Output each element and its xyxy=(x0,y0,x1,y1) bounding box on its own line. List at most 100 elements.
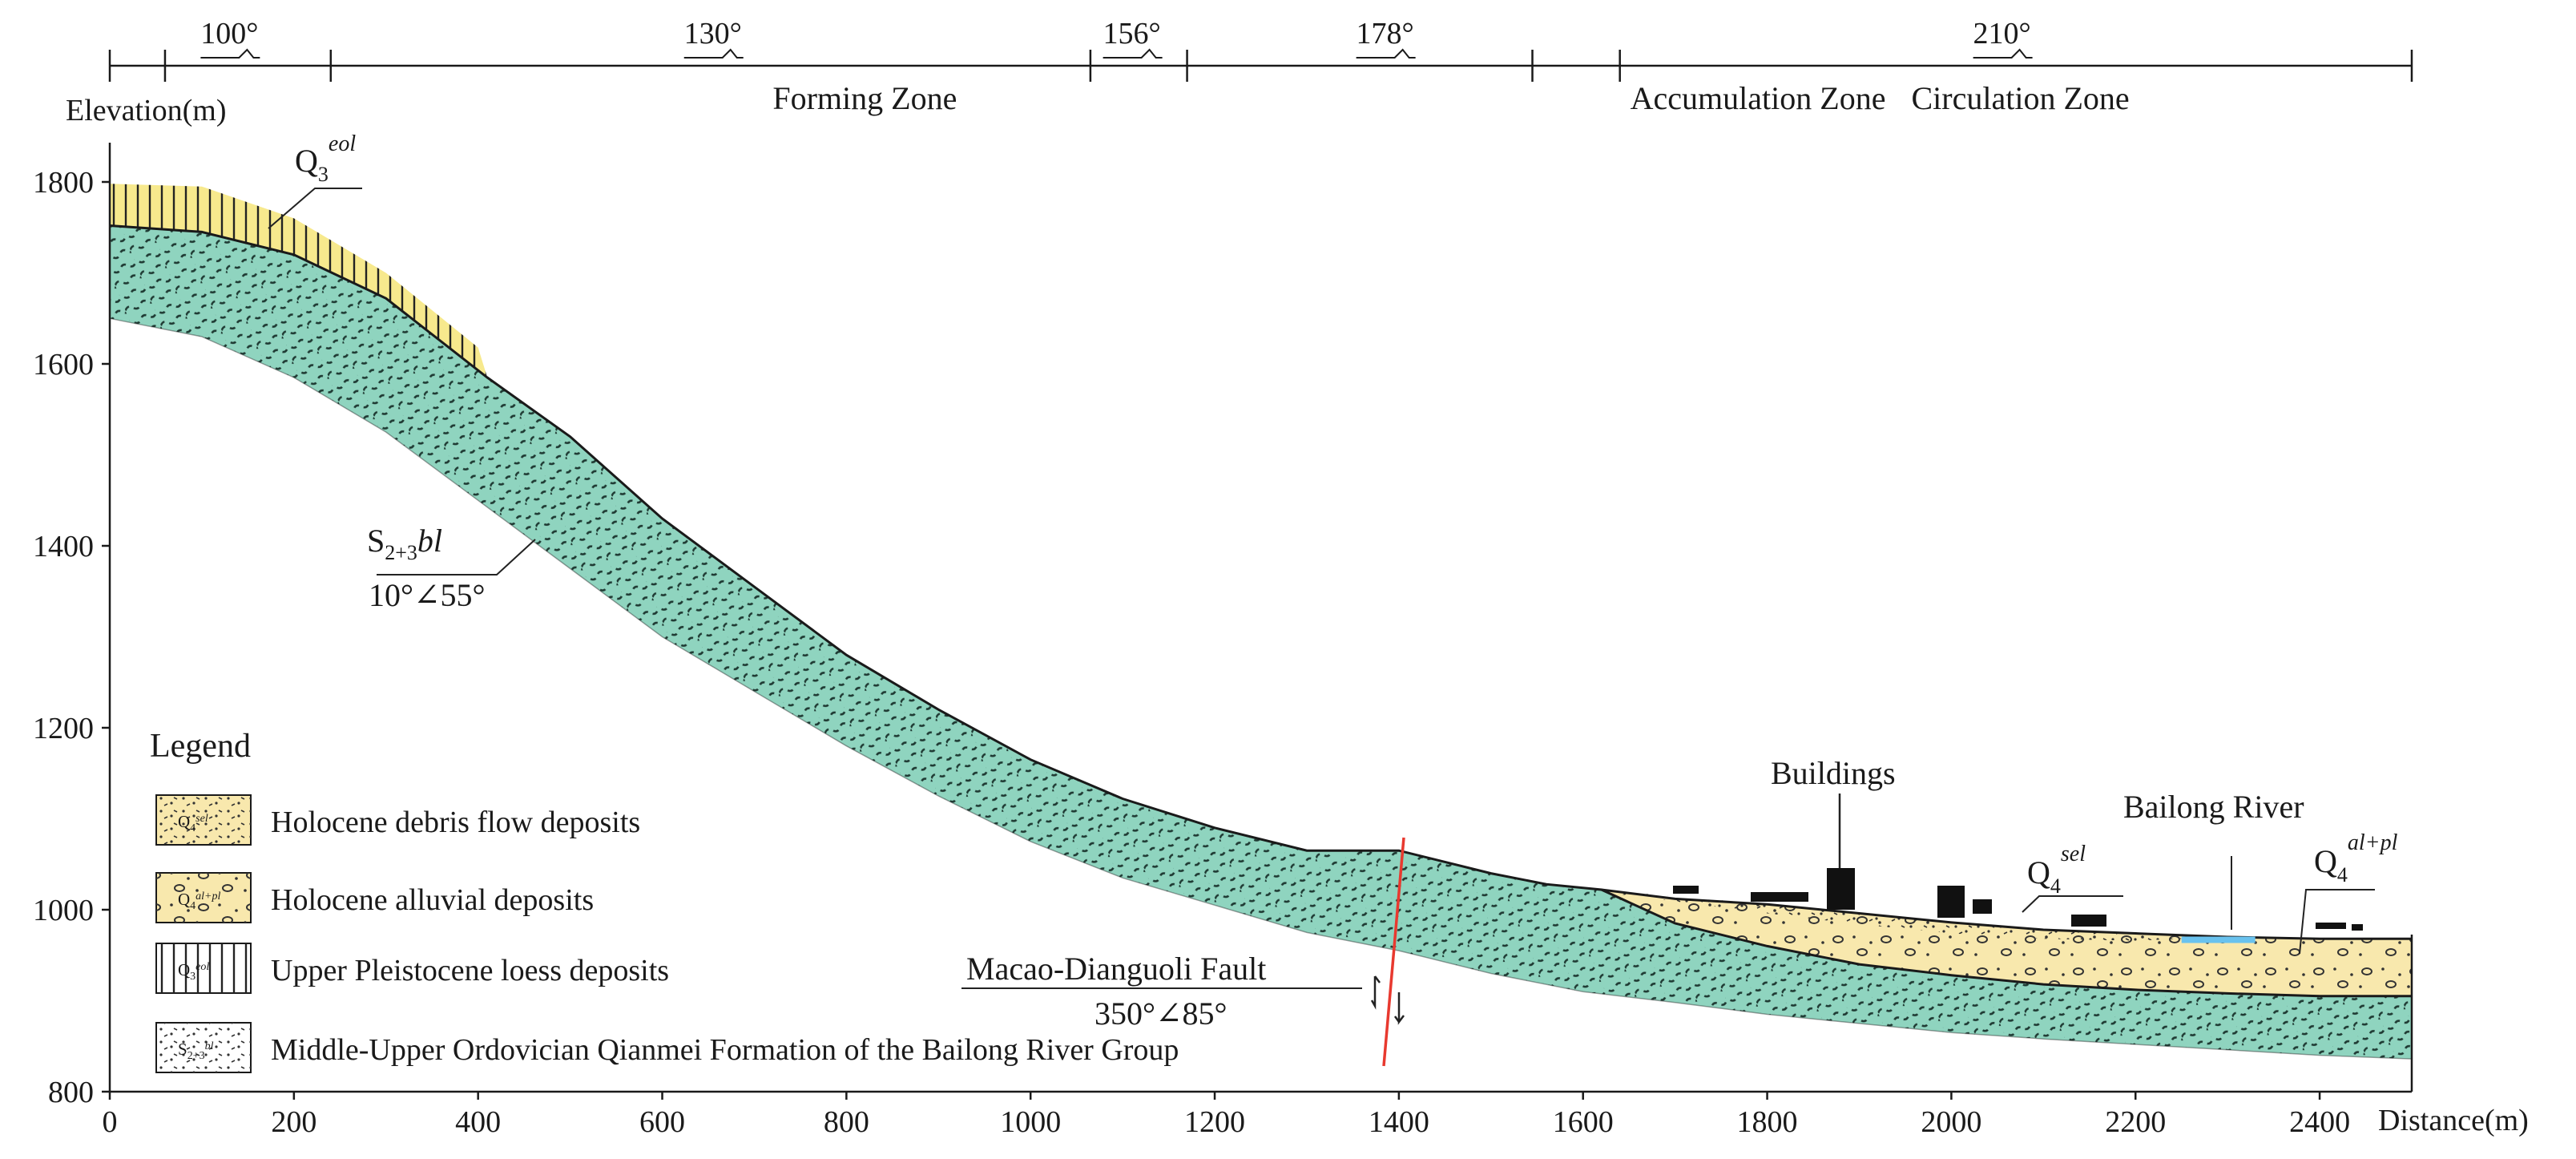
label-base: Q xyxy=(2314,843,2337,879)
code-sub: 4 xyxy=(190,822,196,834)
x-tick-label: 1400 xyxy=(1369,1105,1429,1139)
x-tick-label: 2000 xyxy=(1921,1105,1981,1139)
annotations: Q3eol S2+3bl 10°∠55° Buildings Q4sel Bai… xyxy=(268,131,2398,1032)
slope-angle-symbol xyxy=(1356,48,1416,59)
loess-leader-line xyxy=(268,188,362,229)
strata-layers xyxy=(109,184,2413,1060)
legend-swatch-code: Q3eol xyxy=(178,960,209,983)
slope-angle-label: 156° xyxy=(1103,17,1161,50)
x-axis-ticks: 0 200 400 600 800 1000 1200 1400 1600 1800 2000 220… xyxy=(103,1092,2350,1139)
bedrock-attitude: 10°∠55° xyxy=(369,577,486,613)
x-tick-label: 2200 xyxy=(2105,1105,2166,1139)
code-base: Q xyxy=(178,812,190,831)
buildings-group xyxy=(1673,868,2363,931)
x-tick-label: 1200 xyxy=(1184,1105,1245,1139)
x-tick-label: 1600 xyxy=(1553,1105,1614,1139)
x-tick-label: 1800 xyxy=(1737,1105,1798,1139)
fault-motion-arrow xyxy=(1393,992,1405,1025)
code-sub: 3 xyxy=(190,971,196,983)
building xyxy=(1673,886,1699,894)
slope-angle-symbol xyxy=(1973,48,2033,59)
legend-swatch-pattern xyxy=(156,1023,251,1072)
fault-attitude-label: 350°∠85° xyxy=(1094,995,1228,1032)
legend-swatch-code: Q4al+pl xyxy=(178,890,221,912)
zone-label: Accumulation Zone xyxy=(1631,80,1886,116)
y-tick-label: 1800 xyxy=(33,166,94,200)
x-tick-label: 1000 xyxy=(1000,1105,1061,1139)
alluvial-leader-line xyxy=(2299,889,2375,955)
y-axis-ticks: 800 1000 1200 1400 1600 1800 xyxy=(33,166,110,1109)
label-base: Q xyxy=(295,143,318,179)
legend-description: Holocene debris flow deposits xyxy=(271,806,640,839)
legend-swatch-pattern xyxy=(156,873,251,923)
label-sub: 2+3 xyxy=(385,541,417,564)
building xyxy=(1827,868,1855,910)
code-sub: 4 xyxy=(190,900,196,912)
river-label: Bailong River xyxy=(2123,789,2304,825)
buildings-label: Buildings xyxy=(1771,755,1896,791)
code-sup: sel xyxy=(196,813,208,825)
code-base: Q xyxy=(178,960,190,979)
debris-leader-line xyxy=(2022,895,2123,913)
x-axis-label: Distance(m) xyxy=(2378,1104,2529,1137)
legend-items: Q4sel Holocene debris flow depositsQ4al+p… xyxy=(155,794,1179,1073)
code-base: Q xyxy=(178,890,190,909)
slope-angle-symbol xyxy=(200,48,260,59)
slope-angle-label: 100° xyxy=(200,17,258,50)
label-base: Q xyxy=(2027,854,2050,890)
bedrock-contact-line xyxy=(109,224,2412,998)
legend-description: Holocene alluvial deposits xyxy=(271,883,594,917)
x-tick-label: 2400 xyxy=(2289,1105,2350,1139)
label-sup: sel xyxy=(2061,842,2086,866)
slope-angle-label: 178° xyxy=(1357,17,1414,50)
bedrock-hatch xyxy=(110,225,2412,1060)
building xyxy=(1751,892,1808,902)
legend-description: Middle-Upper Ordovician Qianmei Formatio… xyxy=(271,1033,1179,1067)
building xyxy=(2352,924,2363,931)
legend-swatch-code: S2+3bl xyxy=(178,1040,214,1062)
bedrock-leader-line xyxy=(377,539,536,575)
zone-label: Circulation Zone xyxy=(1912,80,2130,116)
legend-swatch-code: Q4sel xyxy=(178,812,208,834)
label-sup: al+pl xyxy=(2348,830,2398,855)
zone-label: Forming Zone xyxy=(772,80,957,116)
x-tick-label: 600 xyxy=(639,1105,685,1139)
building xyxy=(2071,915,2106,927)
ground-surface-line xyxy=(1601,888,2412,940)
x-tick-label: 0 xyxy=(103,1105,118,1139)
legend-item: Q4sel Holocene debris flow deposits xyxy=(155,794,640,846)
y-tick-label: 800 xyxy=(48,1076,94,1109)
code-sup: eol xyxy=(196,961,209,973)
label-ital: bl xyxy=(417,523,442,559)
code-base: S xyxy=(178,1040,187,1059)
label-sup: eol xyxy=(329,131,356,156)
label-sub: 4 xyxy=(2337,863,2348,886)
legend-item: Q4al+pl Holocene alluvial deposits xyxy=(155,872,594,923)
label-sub: 3 xyxy=(318,163,329,186)
y-tick-label: 1400 xyxy=(33,530,94,563)
legend-item: Q3eol Upper Pleistocene loess deposits xyxy=(155,943,669,994)
legend-swatch-pattern xyxy=(156,943,251,993)
slope-angle-label: 130° xyxy=(684,17,742,50)
code-sub: 2+3 xyxy=(187,1050,205,1062)
x-tick-label: 800 xyxy=(824,1105,869,1139)
alluvial-unit-label: Q4al+pl xyxy=(2314,830,2398,886)
bedrock-unit-label: S2+3bl xyxy=(367,523,442,564)
debris-unit-label: Q4sel xyxy=(2027,842,2086,898)
building xyxy=(1973,899,1992,914)
building xyxy=(2316,923,2346,929)
y-tick-label: 1200 xyxy=(33,712,94,745)
y-tick-label: 1000 xyxy=(33,894,94,927)
legend: Legend Q4sel Holocene debris flow deposit… xyxy=(150,728,1179,1073)
legend-title: Legend xyxy=(150,728,251,765)
building xyxy=(1937,886,1965,918)
fault-motion-arrow xyxy=(1370,975,1381,1010)
legend-swatch-pattern xyxy=(156,795,251,845)
code-sup: al+pl xyxy=(196,890,220,903)
x-tick-label: 200 xyxy=(271,1105,316,1139)
macao-dianguoli-fault xyxy=(1370,837,1405,1067)
slope-orientation-bar: 100° 130° 156° 178° 210° Forming Zone Accumula… xyxy=(108,17,2413,116)
y-tick-label: 1600 xyxy=(33,348,94,382)
slope-angle-symbol xyxy=(683,48,744,59)
